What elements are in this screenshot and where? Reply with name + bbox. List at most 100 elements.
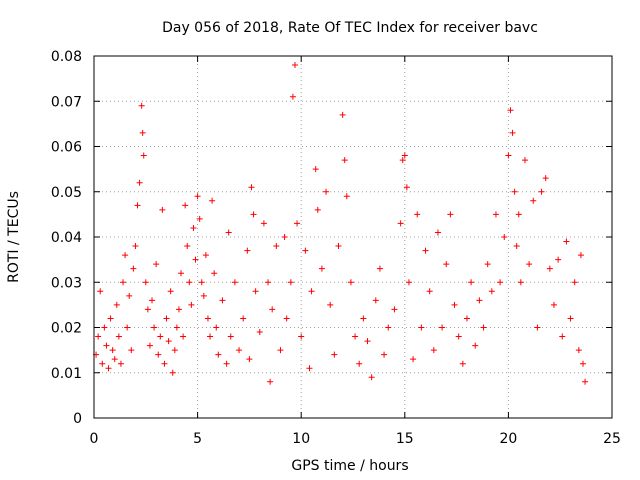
data-point [430,347,437,354]
data-point [418,324,425,331]
y-tick-label: 0.01 [51,366,82,382]
data-point [403,184,410,191]
data-point [563,238,570,245]
data-point [505,152,512,159]
data-point [501,234,508,240]
x-tick-label: 20 [499,431,517,447]
data-point [364,338,371,345]
data-point [511,188,518,195]
data-point [122,252,129,259]
data-point [109,347,116,354]
data-point [219,297,226,304]
data-point [422,247,429,254]
data-point [225,229,232,236]
data-point [571,279,578,286]
y-tick-label: 0 [73,411,82,427]
grid-lines [94,56,612,418]
data-point [132,243,139,250]
data-point [343,193,350,200]
data-point [155,351,162,358]
data-point [546,265,553,272]
data-point [451,301,458,308]
data-point [248,184,255,191]
data-point [341,157,348,164]
data-point [175,306,182,313]
data-point [97,288,104,295]
data-point [211,270,218,277]
data-point [314,206,321,213]
data-point [289,93,296,100]
data-point [215,351,222,358]
data-point [360,315,367,322]
data-point [200,292,207,299]
data-point [513,243,520,250]
data-point [198,279,205,286]
data-point [550,301,557,308]
data-point [240,315,247,322]
y-tick-label: 0.05 [51,185,82,201]
data-point [223,360,230,367]
data-point [140,152,147,159]
data-point [526,261,533,268]
data-point [447,211,454,218]
data-point [575,347,582,354]
data-point [468,279,475,286]
data-point [136,179,143,186]
data-point [204,315,211,322]
data-point [256,329,263,336]
chart-title: Day 056 of 2018, Rate Of TEC Index for r… [162,20,538,36]
data-point [163,315,170,322]
y-tick-label: 0.03 [51,275,82,291]
data-point [497,279,504,286]
data-point [138,102,145,109]
data-point [335,243,342,250]
data-point [169,369,176,376]
data-point [281,234,288,240]
data-point [171,347,178,354]
y-axis-label: ROTI / TECUs [6,191,22,283]
data-point [521,157,528,164]
data-point [202,252,209,259]
data-point [260,220,267,227]
data-point [507,107,514,114]
data-point [115,333,122,340]
data-point [283,315,290,322]
data-point [117,360,124,367]
data-point [213,324,220,331]
x-tick-label: 5 [193,431,202,447]
data-point [381,351,388,358]
data-point [434,229,441,236]
y-tick-label: 0.02 [51,321,82,337]
data-point [101,324,108,331]
data-point [323,188,330,195]
data-point [134,202,141,209]
data-point [167,288,174,295]
data-point [476,297,483,304]
data-point [277,347,284,354]
data-point [397,220,404,227]
data-point [559,333,566,340]
data-point [352,333,359,340]
data-point [126,292,133,299]
data-point [153,261,160,268]
data-point [165,338,172,345]
data-point [139,129,146,136]
y-tick-label: 0.07 [51,94,82,110]
data-point [178,270,185,277]
axis-ticks [93,55,613,419]
data-point [103,342,110,349]
data-point [192,256,199,263]
data-point [530,197,537,204]
data-point [339,111,346,118]
data-point [173,324,180,331]
data-point [186,279,193,286]
data-point [391,306,398,313]
data-point [582,378,589,385]
data-point [120,279,127,286]
data-point [269,306,276,313]
data-point [517,279,524,286]
y-tick-label: 0.06 [51,140,82,156]
data-point [231,279,238,286]
x-tick-label: 15 [396,431,414,447]
